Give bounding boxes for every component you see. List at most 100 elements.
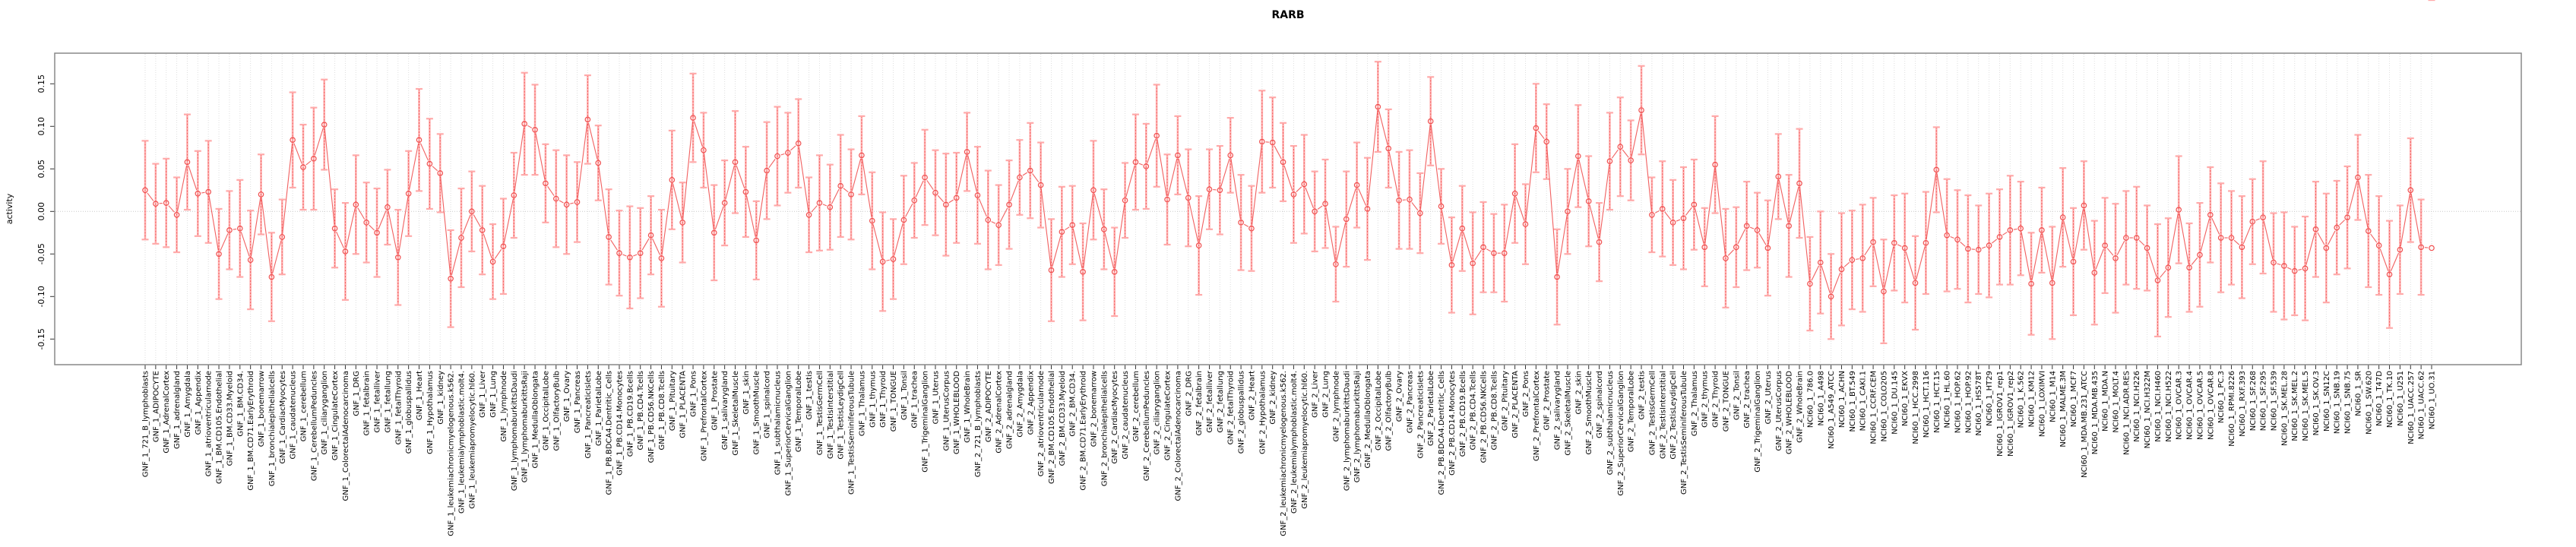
- series-segment: [1758, 232, 1767, 245]
- series-segment: [1905, 251, 1915, 280]
- series-segment: [672, 183, 682, 220]
- x-axis-label: NCI60_1_MCF7: [2070, 371, 2078, 427]
- x-axis-label: NCI60_1_SW.620: [2365, 371, 2373, 435]
- data-point: [374, 229, 380, 236]
- data-point: [2228, 235, 2235, 241]
- series-segment: [494, 248, 502, 259]
- series-segment: [1676, 219, 1681, 222]
- data-point: [922, 174, 928, 181]
- data-point: [1849, 257, 1856, 263]
- series-segment: [324, 128, 335, 225]
- data-point: [2186, 264, 2192, 271]
- series-segment: [432, 166, 438, 172]
- series-segment: [2263, 220, 2274, 259]
- x-axis-label: NCI60_1_BT.549: [1849, 371, 1857, 432]
- data-point: [1796, 180, 1802, 187]
- series-segment: [905, 203, 913, 217]
- x-axis-label: GNF_1_trachea: [911, 371, 919, 428]
- x-axis-label: GNF_2_Heart: [1248, 371, 1256, 420]
- data-point: [311, 156, 317, 162]
- series-segment: [1568, 160, 1578, 208]
- x-axis-label: GNF_2_thymus: [1701, 371, 1710, 428]
- series-segment: [1296, 186, 1302, 192]
- series-segment: [1694, 207, 1704, 244]
- series-segment: [1611, 149, 1619, 159]
- x-axis-label: NCI60_1_A549_ATCC: [1828, 371, 1836, 449]
- x-axis-label: GNF_1_CardiacMyocytes: [279, 371, 287, 464]
- x-axis-label: GNF_1_MedullaOblongata: [532, 371, 540, 468]
- data-point: [1912, 280, 1919, 286]
- data-point: [1185, 194, 1191, 201]
- series-segment: [1936, 173, 1947, 232]
- x-axis-label: GNF_2_ciliaryganglion: [1154, 371, 1162, 455]
- data-point: [479, 227, 486, 233]
- data-point: [701, 147, 707, 153]
- x-axis-label: GNF_1_BM.CD105.Endothelial: [216, 371, 224, 484]
- data-point: [764, 167, 770, 174]
- x-axis-label: GNF_1_UterusCorpus: [942, 371, 951, 451]
- x-axis-label: GNF_2_PB.CD14.Monocytes: [1448, 371, 1457, 476]
- series-segment: [1125, 165, 1135, 198]
- data-point: [469, 208, 475, 215]
- x-axis-label: NCI60_1_UACC.257: [2407, 371, 2416, 444]
- series-segment: [587, 122, 598, 160]
- data-point: [1027, 167, 1033, 174]
- x-axis-label: GNF_2_ParietalLobe: [1427, 371, 1435, 446]
- series-segment: [1897, 244, 1902, 247]
- x-axis-label: GNF_2_kidney: [1269, 371, 1277, 425]
- series-segment: [2400, 193, 2410, 247]
- x-axis-label: NCI60_1_SN12C: [2323, 371, 2331, 432]
- data-point: [1333, 261, 1339, 267]
- series-segment: [1358, 188, 1367, 206]
- series-segment: [1546, 145, 1558, 274]
- data-point: [1238, 220, 1244, 226]
- x-axis-label: GNF_2_caudatenucleus: [1122, 371, 1130, 460]
- x-axis-label: NCI60_1_CAKI.1: [1859, 371, 1868, 431]
- data-point: [1101, 226, 1107, 232]
- series-segment: [1138, 163, 1144, 166]
- series-segment: [2233, 239, 2240, 245]
- data-point: [774, 153, 780, 160]
- series-segment: [2347, 181, 2358, 214]
- x-axis-label: GNF_1_PB.BDCA4.Dentritic_Cells: [606, 371, 614, 495]
- data-point: [1723, 255, 1729, 261]
- data-point: [2091, 270, 2098, 276]
- x-axis-label: NCI60_1_RXF.393: [2239, 371, 2247, 437]
- series-segment: [915, 180, 924, 198]
- x-axis-label: GNF_1_OlfactoryBulb: [552, 371, 561, 451]
- x-axis-label: GNF_2_PB.CD19.Bcells: [1459, 371, 1467, 457]
- x-axis-label: NCI60_1_IGROV1_rep2: [2007, 371, 2015, 457]
- series-segment: [1525, 131, 1536, 221]
- series-segment: [2339, 220, 2346, 226]
- x-axis-label: GNF_2_Pancreas: [1406, 371, 1414, 433]
- data-point: [1817, 259, 1824, 266]
- data-point: [521, 121, 527, 127]
- series-segment: [440, 176, 451, 276]
- series-segment: [1441, 210, 1452, 262]
- data-point: [1838, 266, 1845, 273]
- x-axis-label: NCI60_1_A498: [1817, 371, 1825, 425]
- data-point: [1059, 229, 1065, 235]
- data-point: [532, 126, 538, 133]
- data-point: [394, 254, 401, 261]
- x-axis-label: NCI60_1_SK.MEL.2: [2291, 371, 2299, 441]
- data-point: [742, 188, 749, 195]
- x-axis-label: GNF_1_Pituitary: [669, 371, 677, 431]
- series-segment: [790, 145, 796, 151]
- x-axis-label: GNF_1_spinalcord: [764, 371, 772, 438]
- series-segment: [201, 191, 205, 194]
- series-segment: [1032, 173, 1040, 183]
- x-axis-label: GNF_1_Appendix: [195, 371, 203, 435]
- x-axis-label: NCI60_1_HOP.62: [1954, 371, 1963, 433]
- data-point: [816, 200, 823, 206]
- data-point: [1786, 223, 1792, 229]
- x-axis-label: NCI60_1_HCT.15: [1933, 371, 1941, 433]
- x-axis-label: GNF_2_Pons: [1522, 371, 1530, 417]
- x-axis-label: NCI60_1_SF.295: [2260, 371, 2268, 431]
- data-point: [1195, 242, 1202, 248]
- series-segment: [1767, 180, 1779, 245]
- series-segment: [1831, 272, 1841, 294]
- data-point: [331, 225, 338, 232]
- series-segment: [473, 214, 481, 228]
- data-point: [1290, 191, 1297, 198]
